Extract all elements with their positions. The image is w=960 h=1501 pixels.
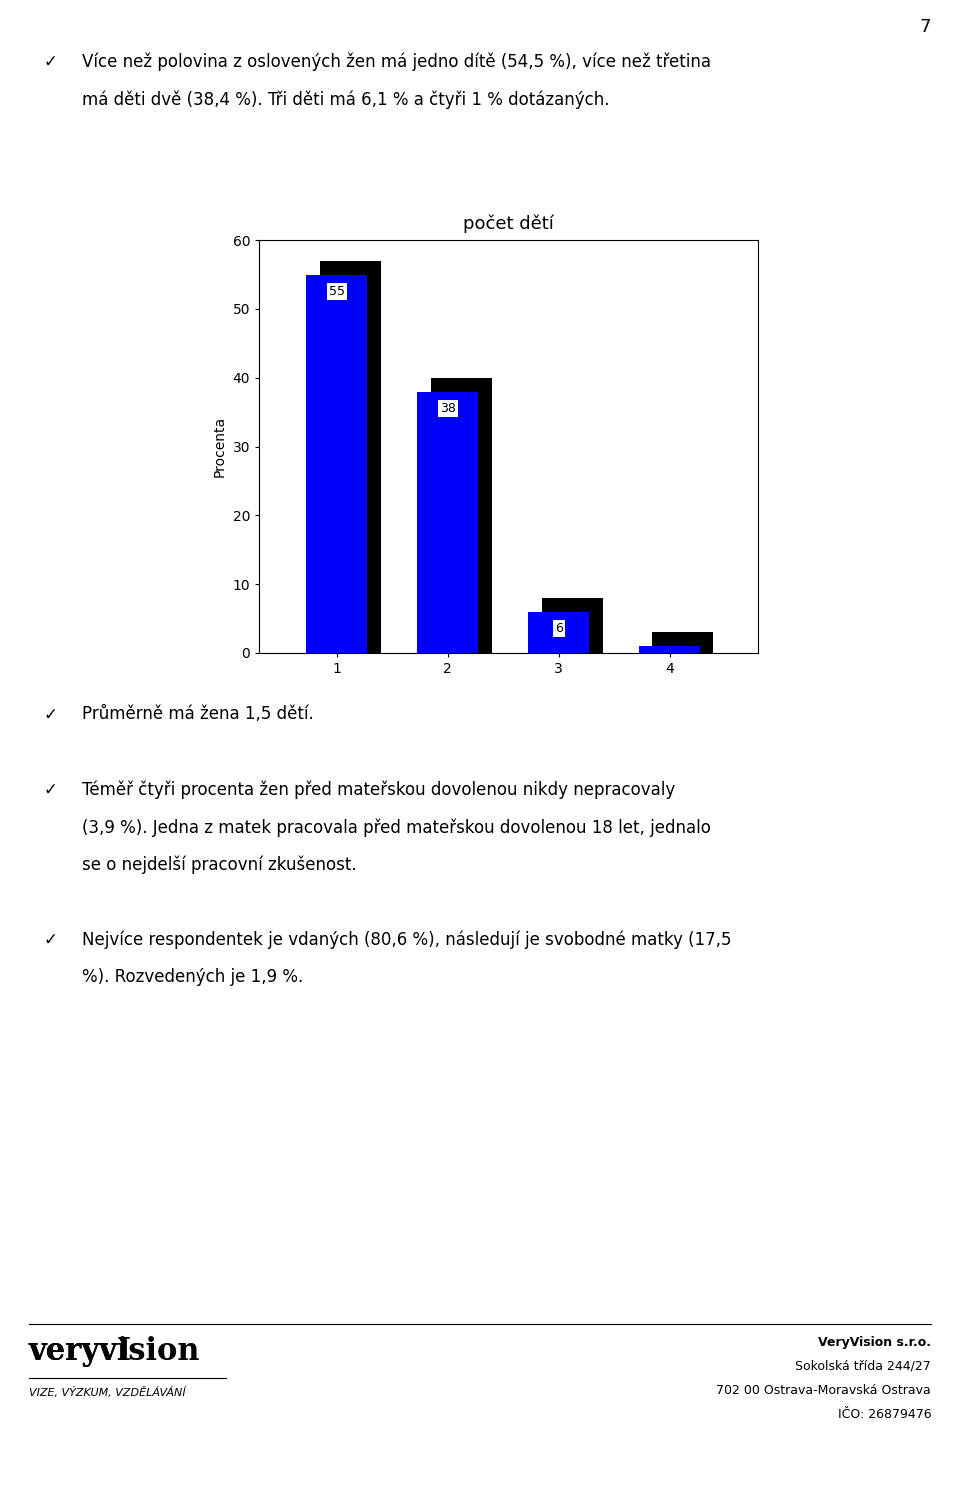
Text: ✓: ✓ — [43, 53, 57, 71]
Text: 702 00 Ostrava-Moravská Ostrava: 702 00 Ostrava-Moravská Ostrava — [716, 1384, 931, 1397]
Text: Nejvíce respondentek je vdaných (80,6 %), následují je svobodné matky (17,5: Nejvíce respondentek je vdaných (80,6 %)… — [82, 931, 732, 949]
Text: VIZE, VÝZKUM, VZDĚLÁVÁNÍ: VIZE, VÝZKUM, VZDĚLÁVÁNÍ — [29, 1387, 185, 1397]
Bar — [653, 632, 713, 653]
Text: 38: 38 — [440, 402, 456, 414]
Text: Téměř čtyři procenta žen před mateřskou dovolenou nikdy nepracovaly: Téměř čtyři procenta žen před mateřskou … — [82, 781, 675, 799]
Bar — [639, 645, 700, 653]
Bar — [431, 378, 492, 653]
Bar — [320, 261, 381, 653]
Text: ✓: ✓ — [43, 781, 57, 799]
Text: ✓: ✓ — [43, 931, 57, 949]
Text: Průměrně má žena 1,5 dětí.: Průměrně má žena 1,5 dětí. — [82, 705, 313, 723]
Text: má děti dvě (38,4 %). Tři děti má 6,1 % a čtyři 1 % dotázaných.: má děti dvě (38,4 %). Tři děti má 6,1 % … — [82, 90, 609, 108]
Text: se o nejdelší pracovní zkušenost.: se o nejdelší pracovní zkušenost. — [82, 856, 356, 874]
Y-axis label: Procenta: Procenta — [213, 416, 227, 477]
Text: Sokolská třída 244/27: Sokolská třída 244/27 — [796, 1360, 931, 1373]
Text: (3,9 %). Jedna z matek pracovala před mateřskou dovolenou 18 let, jednalo: (3,9 %). Jedna z matek pracovala před ma… — [82, 818, 710, 836]
Text: Více než polovina z oslovených žen má jedno dítě (54,5 %), více než třetina: Více než polovina z oslovených žen má je… — [82, 53, 710, 71]
Bar — [528, 612, 589, 653]
Bar — [306, 275, 368, 653]
Bar — [541, 597, 603, 653]
Text: veryvision: veryvision — [29, 1336, 201, 1367]
Text: IČO: 26879476: IČO: 26879476 — [837, 1408, 931, 1421]
Text: ✓: ✓ — [43, 705, 57, 723]
Text: 7: 7 — [920, 18, 931, 36]
Text: %). Rozvedených je 1,9 %.: %). Rozvedených je 1,9 %. — [82, 968, 302, 986]
Text: 55: 55 — [329, 285, 345, 297]
Bar — [418, 392, 478, 653]
Text: veryvI: veryvI — [29, 1336, 132, 1367]
Text: VeryVision s.r.o.: VeryVision s.r.o. — [818, 1336, 931, 1349]
Title: počet dětí: počet dětí — [464, 215, 554, 233]
Text: 6: 6 — [555, 621, 563, 635]
